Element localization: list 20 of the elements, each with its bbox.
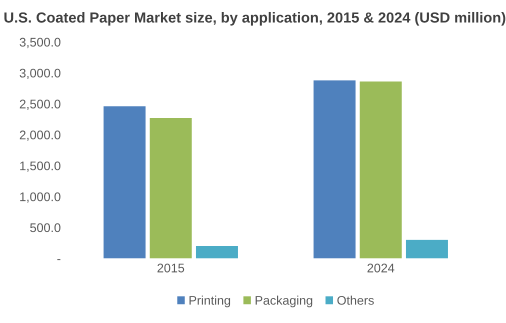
bar [360, 82, 402, 258]
y-tick-label: 2,500.0 [20, 100, 60, 110]
y-tick-label: 3,000.0 [20, 68, 60, 80]
bar [314, 80, 356, 258]
x-tick-label: 2024 [367, 264, 394, 272]
chart-title: U.S. Coated Paper Market size, by application, 2015 & 2024 (USD million) [4, 12, 506, 26]
bar [104, 106, 146, 258]
bar [196, 246, 238, 258]
bar [406, 240, 448, 258]
y-tick-label: - [57, 259, 60, 260]
x-tick-label: 2015 [158, 264, 184, 272]
bar [150, 118, 192, 258]
y-tick-label: 3,500.0 [20, 38, 60, 48]
y-tick-label: 1,000.0 [20, 192, 60, 203]
legend-label: Others [337, 296, 374, 305]
y-tick-label: 500.0 [30, 223, 60, 232]
y-tick-label: 2,000.0 [20, 130, 60, 141]
legend-label: Packaging [256, 296, 312, 308]
y-tick-label: 1,500.0 [20, 161, 60, 172]
legend-label: Printing [190, 296, 230, 308]
